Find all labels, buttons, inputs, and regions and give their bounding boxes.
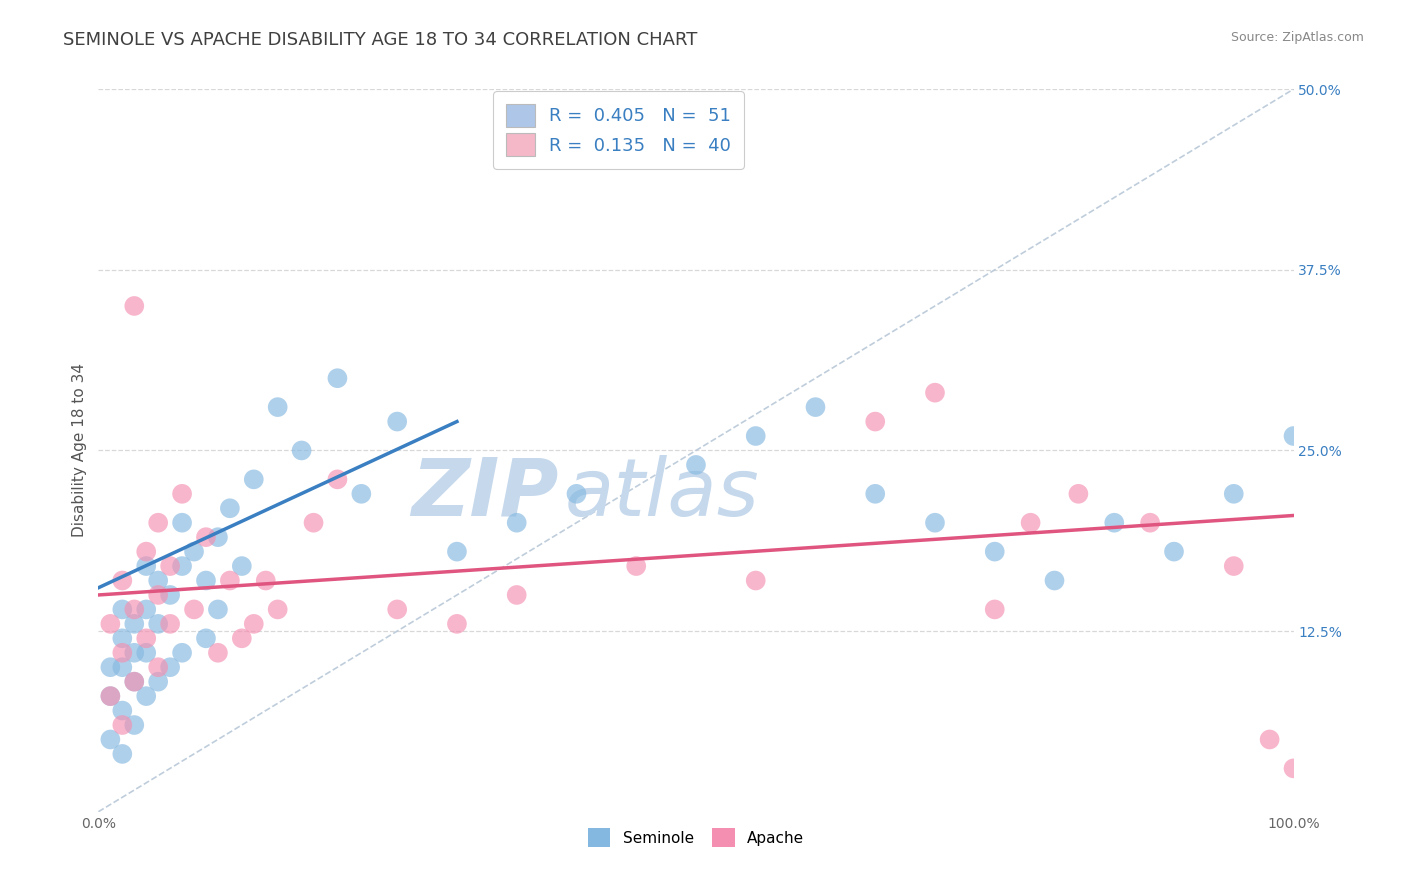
Point — [302, 516, 325, 530]
Point — [135, 559, 157, 574]
Point — [1282, 761, 1305, 775]
Point — [1258, 732, 1281, 747]
Point — [135, 646, 157, 660]
Point — [231, 559, 253, 574]
Point — [804, 400, 827, 414]
Point — [267, 602, 290, 616]
Point — [159, 559, 181, 574]
Point — [1163, 544, 1185, 558]
Point — [626, 559, 648, 574]
Point — [446, 616, 468, 631]
Point — [231, 632, 253, 646]
Point — [98, 616, 122, 631]
Point — [111, 747, 134, 761]
Point — [865, 415, 887, 429]
Point — [148, 588, 170, 602]
Point — [1282, 429, 1305, 443]
Point — [207, 602, 229, 616]
Text: atlas: atlas — [565, 455, 759, 533]
Point — [745, 429, 768, 443]
Point — [111, 602, 134, 616]
Point — [135, 544, 157, 558]
Point — [207, 530, 229, 544]
Text: ZIP: ZIP — [411, 455, 558, 533]
Point — [745, 574, 768, 588]
Point — [111, 718, 134, 732]
Point — [291, 443, 314, 458]
Point — [124, 674, 146, 689]
Point — [865, 487, 887, 501]
Point — [243, 472, 266, 486]
Point — [326, 472, 349, 486]
Point — [172, 487, 194, 501]
Point — [685, 458, 707, 472]
Point — [1043, 574, 1066, 588]
Point — [243, 616, 266, 631]
Point — [135, 689, 157, 703]
Point — [1019, 516, 1042, 530]
Point — [385, 415, 409, 429]
Point — [124, 646, 146, 660]
Point — [326, 371, 349, 385]
Point — [111, 704, 134, 718]
Point — [124, 718, 146, 732]
Point — [98, 689, 122, 703]
Y-axis label: Disability Age 18 to 34: Disability Age 18 to 34 — [72, 363, 87, 538]
Point — [159, 616, 181, 631]
Point — [111, 660, 134, 674]
Point — [924, 385, 946, 400]
Point — [98, 732, 122, 747]
Point — [1223, 487, 1246, 501]
Point — [506, 516, 529, 530]
Point — [183, 544, 205, 558]
Point — [111, 632, 134, 646]
Point — [565, 487, 588, 501]
Point — [984, 602, 1007, 616]
Point — [111, 574, 134, 588]
Point — [148, 660, 170, 674]
Text: SEMINOLE VS APACHE DISABILITY AGE 18 TO 34 CORRELATION CHART: SEMINOLE VS APACHE DISABILITY AGE 18 TO … — [63, 31, 697, 49]
Point — [135, 632, 157, 646]
Point — [219, 574, 242, 588]
Point — [385, 602, 409, 616]
Point — [506, 588, 529, 602]
Point — [446, 544, 468, 558]
Point — [195, 632, 218, 646]
Point — [148, 674, 170, 689]
Point — [254, 574, 277, 588]
Point — [124, 674, 146, 689]
Point — [172, 516, 194, 530]
Point — [148, 574, 170, 588]
Point — [159, 660, 181, 674]
Point — [159, 588, 181, 602]
Point — [267, 400, 290, 414]
Point — [148, 616, 170, 631]
Point — [135, 602, 157, 616]
Point — [124, 616, 146, 631]
Point — [1104, 516, 1126, 530]
Legend: Seminole, Apache: Seminole, Apache — [579, 821, 813, 855]
Point — [1067, 487, 1090, 501]
Point — [98, 660, 122, 674]
Point — [98, 689, 122, 703]
Point — [350, 487, 373, 501]
Point — [207, 646, 229, 660]
Point — [124, 602, 146, 616]
Point — [924, 516, 946, 530]
Point — [984, 544, 1007, 558]
Point — [1223, 559, 1246, 574]
Point — [195, 530, 218, 544]
Point — [172, 559, 194, 574]
Point — [148, 516, 170, 530]
Point — [219, 501, 242, 516]
Point — [111, 646, 134, 660]
Text: Source: ZipAtlas.com: Source: ZipAtlas.com — [1230, 31, 1364, 45]
Point — [1139, 516, 1161, 530]
Point — [124, 299, 146, 313]
Point — [183, 602, 205, 616]
Point — [195, 574, 218, 588]
Point — [172, 646, 194, 660]
